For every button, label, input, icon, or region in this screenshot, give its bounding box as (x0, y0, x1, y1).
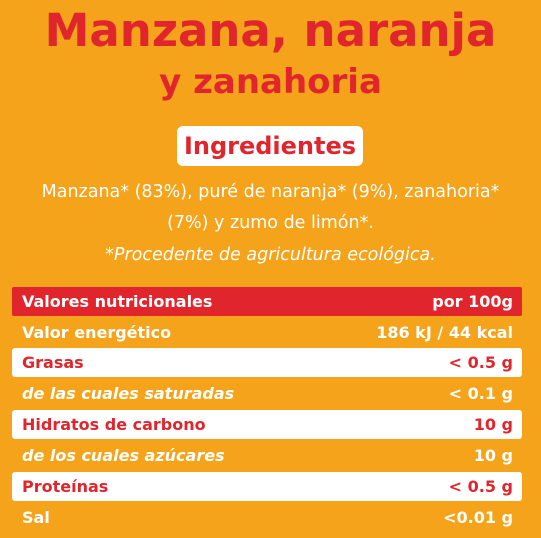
ingredients-list: Manzana* (83%), puré de naranja* (9%), z… (10, 177, 531, 239)
row-value: 10 g (473, 446, 513, 465)
row-value: < 0.5 g (448, 477, 513, 496)
organic-note: *Procedente de agricultura ecológica. (105, 245, 436, 265)
row-label: Hidratos de carbono (22, 415, 206, 434)
row-value: 186 kJ / 44 kcal (376, 323, 513, 342)
product-title-line1: Manzana, naranja (44, 4, 497, 57)
row-label: Valor energético (22, 323, 172, 342)
nutrition-row-protein: Proteínas < 0.5 g (12, 472, 522, 501)
nutrition-row-energy: Valor energético 186 kJ / 44 kcal (12, 318, 522, 347)
nutrition-header-row: Valores nutricionales por 100g (12, 287, 522, 316)
row-label: de las cuales saturadas (22, 384, 235, 403)
nutrition-row-fat: Grasas < 0.5 g (12, 348, 522, 377)
nutrition-header-value: por 100g (432, 292, 513, 311)
row-value: <0.01 g (443, 508, 513, 527)
ingredients-line2: (7%) y zumo de limón*. (167, 213, 374, 233)
row-label: Sal (22, 508, 50, 527)
nutrition-row-sugars: de los cuales azúcares 10 g (12, 441, 522, 470)
row-label: de los cuales azúcares (22, 446, 225, 465)
nutrition-row-salt: Sal <0.01 g (12, 503, 522, 532)
ingredients-line1: Manzana* (83%), puré de naranja* (9%), z… (41, 182, 500, 202)
nutrition-header-label: Valores nutricionales (22, 292, 213, 311)
row-value: < 0.5 g (448, 353, 513, 372)
row-label: Grasas (22, 353, 84, 372)
ingredients-heading: Ingredientes (177, 126, 363, 166)
nutrition-row-saturated: de las cuales saturadas < 0.1 g (12, 379, 522, 408)
product-title-line2: y zanahoria (159, 62, 382, 102)
row-value: < 0.1 g (448, 384, 513, 403)
row-label: Proteínas (22, 477, 109, 496)
row-value: 10 g (473, 415, 513, 434)
nutrition-row-carbs: Hidratos de carbono 10 g (12, 410, 522, 439)
